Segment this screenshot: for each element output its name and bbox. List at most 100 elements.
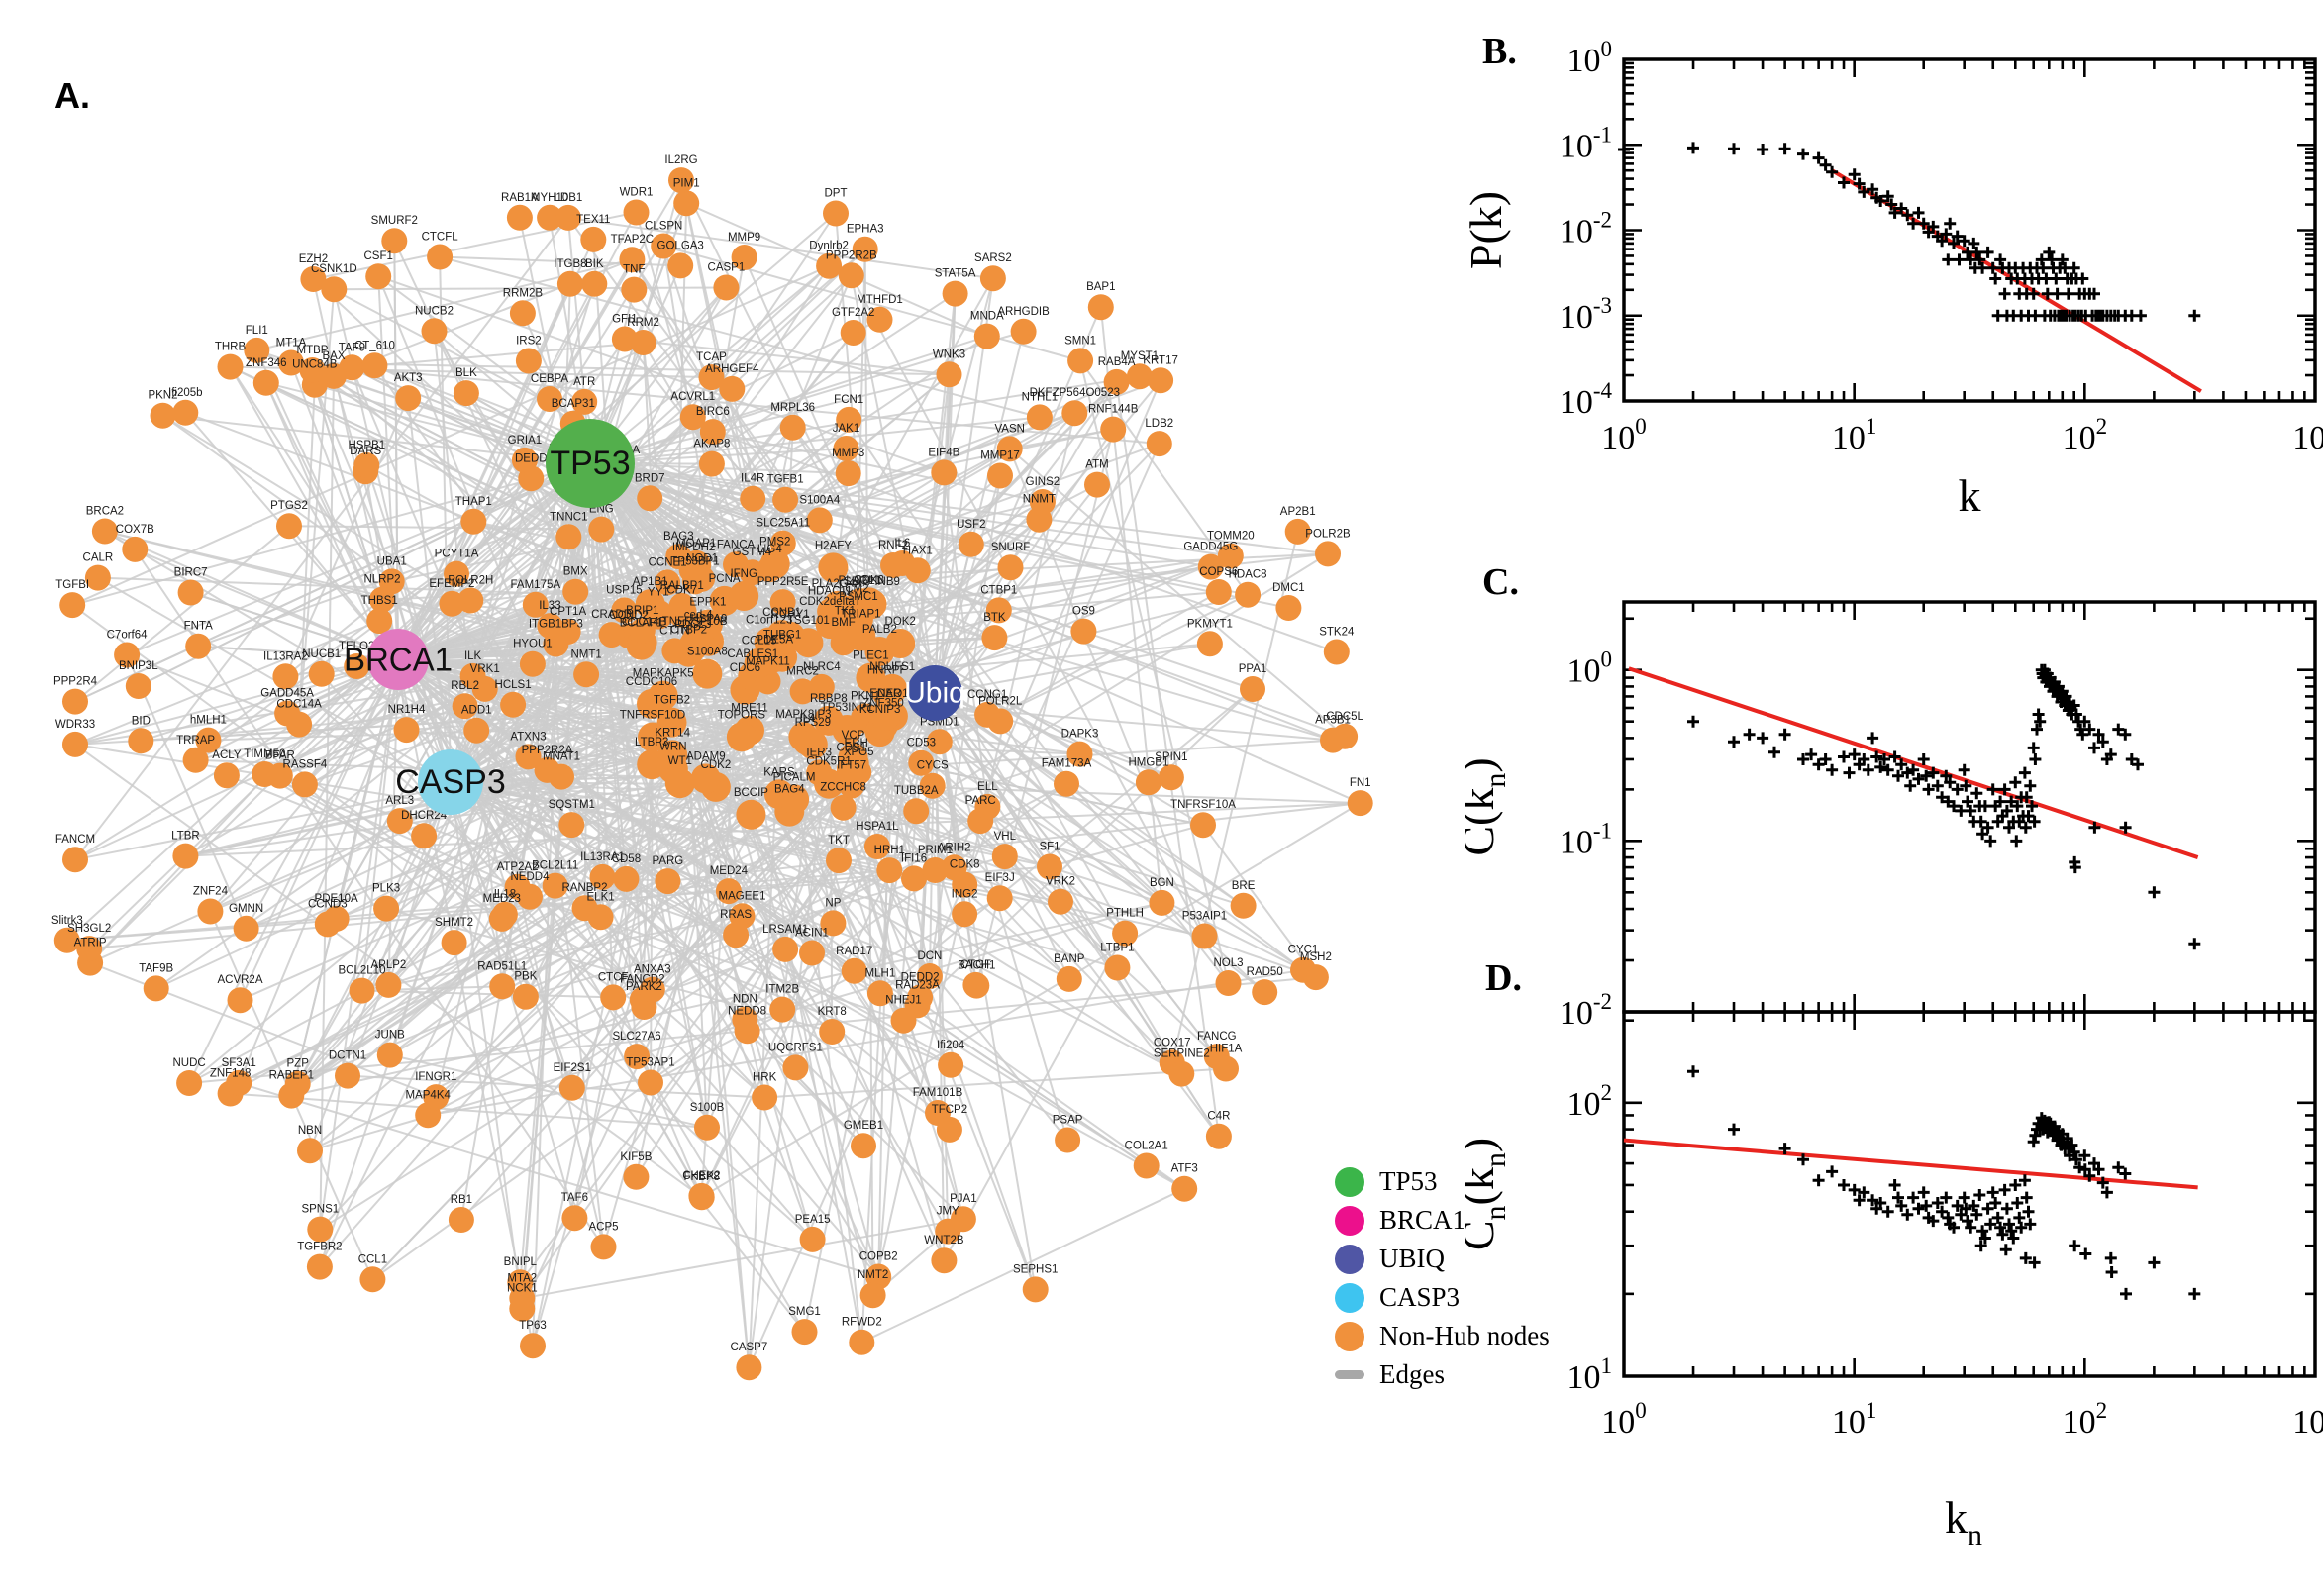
- network-node-label: BID: [132, 715, 151, 727]
- network-node-label: UNC84B: [292, 359, 338, 371]
- network-node-label: MTA2: [507, 1272, 537, 1284]
- network-node-label: PSAP: [1053, 1115, 1083, 1127]
- network-node: [1230, 892, 1257, 919]
- network-node-label: MED24: [710, 865, 749, 877]
- network-node: [448, 1207, 474, 1233]
- network-node: [907, 984, 934, 1011]
- network-edge: [934, 331, 1025, 694]
- network-edge: [88, 462, 591, 949]
- ubiq-swatch-icon: [1335, 1244, 1364, 1274]
- network-node: [460, 508, 487, 535]
- network-node-label: SHMT2: [435, 917, 473, 929]
- network-node-label: POLR2B: [1305, 528, 1351, 540]
- network-node-label: PJA1: [950, 1193, 977, 1205]
- power-law-fit-line: [1628, 666, 2199, 859]
- network-edge: [934, 692, 1119, 969]
- network-node-label: IFNG: [730, 568, 758, 580]
- network-edge: [397, 658, 572, 826]
- network-node-label: GADD45A: [260, 688, 314, 700]
- network-node-label: NP: [825, 897, 841, 909]
- network-node-label: ATRIP: [74, 938, 107, 949]
- network-node-label: BMF: [831, 617, 855, 629]
- network-node: [651, 233, 677, 259]
- network-node-label: LTBP1: [1100, 943, 1134, 954]
- axis-tick-label: 100: [1567, 37, 1613, 79]
- network-node-label: TP63: [519, 1320, 547, 1332]
- network-edge: [471, 459, 526, 677]
- network-node: [655, 569, 681, 596]
- network-node-label: MTBP: [297, 345, 329, 356]
- network-node: [1135, 769, 1162, 796]
- network-node-label: CDS1: [836, 743, 866, 754]
- network-node-label: CT_610: [354, 340, 395, 351]
- network-node: [375, 971, 402, 998]
- network-node-label: FAM173A: [1042, 758, 1092, 770]
- network-node-label: AKT3: [394, 372, 423, 384]
- hub-node-label-ubiq: Ubiq: [904, 677, 965, 710]
- network-node-label: PRIM1: [918, 845, 953, 856]
- network-node: [991, 844, 1018, 870]
- network-node-label: RANBP2: [561, 882, 607, 894]
- network-node-label: MED23: [483, 893, 521, 905]
- plot-panel-c: 100 10-1 10-2 C(kn): [1465, 600, 2317, 1032]
- axis-tick-label: 100: [1567, 648, 1613, 690]
- network-node-label: GINS2: [1026, 476, 1060, 488]
- network-node: [1217, 543, 1244, 569]
- network-node-label: KRT8: [818, 1006, 847, 1018]
- network-node: [421, 318, 448, 345]
- network-node-label: YY1: [648, 587, 669, 599]
- axis-tick-label: 101: [1832, 414, 1877, 456]
- network-edge: [373, 364, 654, 765]
- network-edge: [279, 643, 695, 777]
- network-edge: [427, 782, 1067, 1117]
- network-node: [195, 727, 222, 753]
- axis-tick-label: 100: [1601, 414, 1647, 456]
- network-node-label: SF1: [1039, 842, 1060, 853]
- network-edge: [700, 498, 755, 1196]
- network-node: [692, 658, 723, 689]
- scatter-points: [1618, 142, 2201, 322]
- network-node: [830, 794, 857, 821]
- network-node-label: NDN: [733, 994, 758, 1006]
- network-node-label: CCND3: [308, 898, 348, 910]
- legend-label: TP53: [1379, 1166, 1438, 1196]
- network-node: [143, 975, 169, 1002]
- network-edge: [288, 525, 602, 531]
- network-node-label: DEDD: [515, 452, 548, 464]
- network-node: [558, 812, 585, 839]
- network-node-label: GFI1: [612, 314, 638, 326]
- network-node-label: PALB2: [862, 624, 897, 636]
- network-node: [172, 843, 199, 869]
- axis-tick-label: 102: [2063, 1398, 2108, 1441]
- network-node-label: XPO5: [844, 747, 874, 758]
- network-node-label: EIF4B: [928, 447, 960, 458]
- network-node-label: IL13RA2: [263, 650, 308, 662]
- network-node-label: CPT1A: [550, 606, 586, 618]
- network-node-label: USP15: [606, 584, 642, 596]
- network-node-label: SARS2: [974, 252, 1012, 264]
- network-node: [150, 402, 176, 429]
- network-node-label: EIF2S1: [554, 1062, 591, 1074]
- network-node-label: ATP2A2: [497, 861, 539, 873]
- network-edge: [304, 248, 866, 786]
- network-edge: [279, 774, 737, 937]
- network-node: [799, 940, 825, 966]
- legend-label: Non-Hub nodes: [1379, 1321, 1550, 1350]
- network-node-label: TGFBR2: [297, 1242, 342, 1253]
- network-edge: [476, 729, 1080, 755]
- network-node-label: TNF: [623, 264, 645, 276]
- network-edge: [71, 264, 830, 607]
- network-node: [1100, 416, 1127, 443]
- network-node: [423, 1084, 450, 1111]
- network-node-label: ATXN3: [510, 731, 546, 743]
- network-node-label: NUDC: [172, 1057, 205, 1069]
- network-node: [799, 1226, 826, 1252]
- network-edge: [998, 443, 1161, 612]
- network-node-label: IFT57: [837, 760, 866, 772]
- network-node: [974, 793, 1001, 820]
- network-node: [1067, 348, 1094, 374]
- network-node: [537, 204, 563, 231]
- network-node-label: MAPK11: [746, 655, 790, 667]
- network-node-label: RALBP1: [660, 580, 704, 592]
- network-node: [125, 673, 152, 699]
